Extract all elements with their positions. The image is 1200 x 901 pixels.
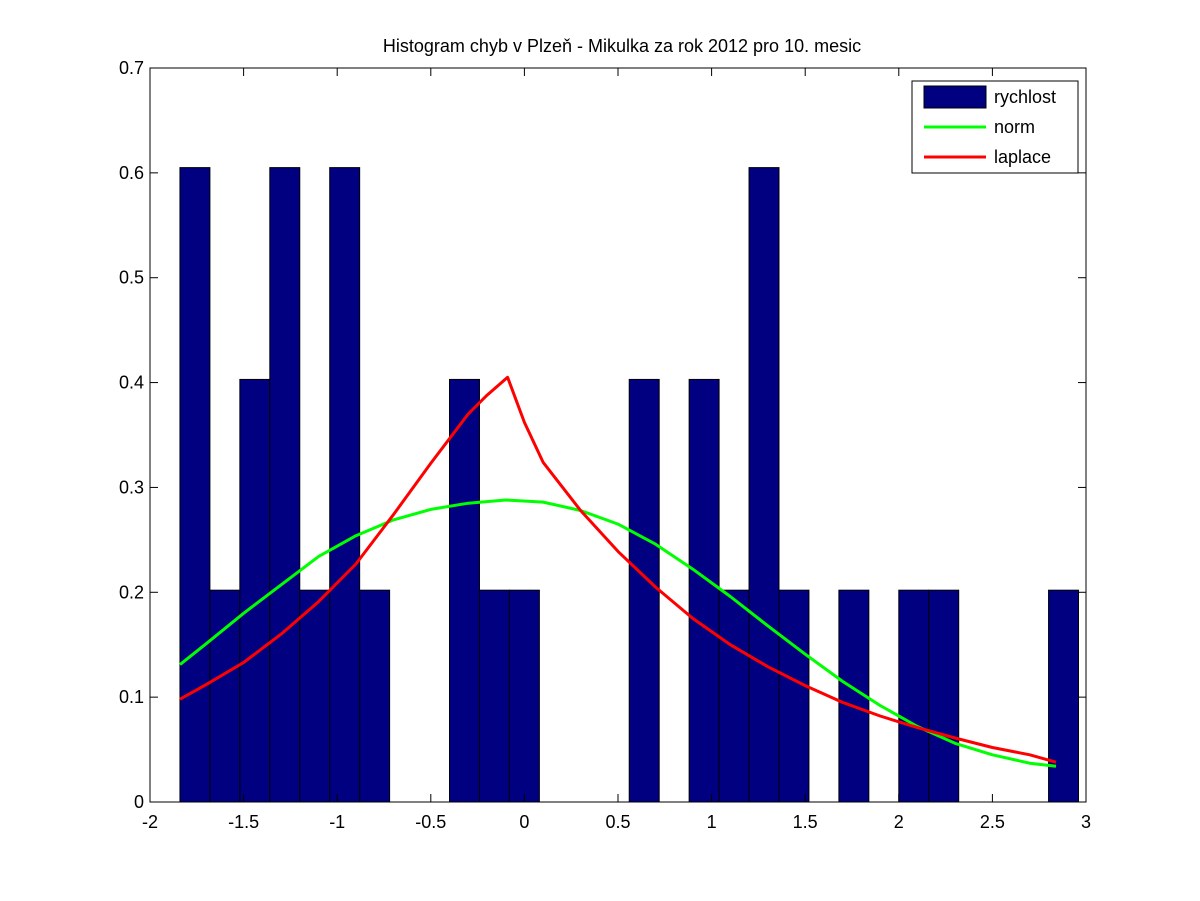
y-tick-label: 0.1 — [119, 687, 144, 707]
y-tick-label: 0 — [134, 792, 144, 812]
histogram-bar — [478, 589, 510, 803]
x-tick-label: 3 — [1081, 812, 1091, 832]
x-tick-label: 2.5 — [980, 812, 1005, 832]
x-tick-label: 0.5 — [605, 812, 630, 832]
histogram-bar — [329, 167, 361, 803]
histogram-bar — [359, 589, 391, 803]
y-tick-label: 0.6 — [119, 163, 144, 183]
histogram-bar — [508, 589, 540, 803]
laplace-curve — [179, 375, 1057, 764]
x-tick-label: -1 — [329, 812, 345, 832]
legend-swatch-rychlost — [923, 85, 987, 109]
histogram-bar — [778, 589, 810, 803]
legend: rychlost norm laplace — [911, 80, 1079, 174]
histogram-bar — [1048, 589, 1080, 803]
legend-label-rychlost: rychlost — [994, 87, 1056, 107]
histogram-bar — [748, 167, 780, 803]
histogram-bar — [928, 589, 960, 803]
x-tick-label: 1.5 — [793, 812, 818, 832]
legend-label-laplace: laplace — [994, 147, 1051, 167]
histogram-bar — [269, 167, 301, 803]
fit-curves — [179, 375, 1057, 768]
x-tick-label: -2 — [142, 812, 158, 832]
x-tick-label: 1 — [707, 812, 717, 832]
legend-label-norm: norm — [994, 117, 1035, 137]
y-tick-label: 0.4 — [119, 373, 144, 393]
y-tick-label: 0.2 — [119, 582, 144, 602]
histogram-bar — [628, 378, 660, 803]
histogram-bar — [179, 167, 211, 803]
y-tick-label: 0.5 — [119, 268, 144, 288]
chart-title: Histogram chyb v Plzeň - Mikulka za rok … — [383, 36, 861, 56]
x-tick-label: 2 — [894, 812, 904, 832]
histogram-bar — [898, 589, 930, 803]
histogram-bars — [179, 167, 1080, 803]
x-tick-label: 0 — [519, 812, 529, 832]
histogram-bar — [299, 589, 331, 803]
histogram-bar — [209, 589, 241, 803]
x-tick-label: -1.5 — [228, 812, 259, 832]
histogram-bar — [239, 378, 271, 803]
axis-ticks: -2 -1.5 -1 -0.5 0 0.5 1 1.5 2 2.5 3 0 0.1 0.2 0.3 0.4 0.… — [119, 58, 1091, 832]
histogram-bar — [688, 378, 720, 803]
histogram-bar — [449, 378, 480, 803]
y-tick-label: 0.7 — [119, 58, 144, 78]
y-tick-label: 0.3 — [119, 477, 144, 497]
histogram-bar — [718, 589, 750, 803]
x-tick-label: -0.5 — [415, 812, 446, 832]
